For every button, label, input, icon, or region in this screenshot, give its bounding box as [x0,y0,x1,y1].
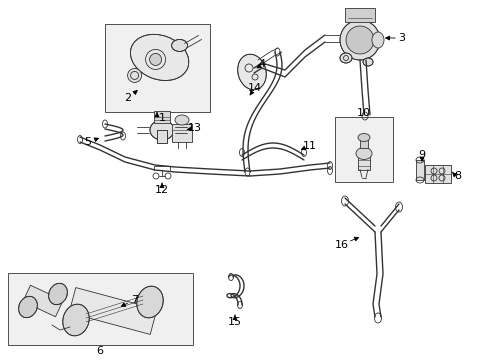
Ellipse shape [339,53,351,63]
Ellipse shape [150,120,174,140]
Text: 6: 6 [96,346,103,356]
Bar [359,138,367,148]
Text: 13: 13 [187,123,202,133]
Text: 2: 2 [124,93,131,103]
Bar [157,130,167,143]
Text: 4: 4 [258,59,265,69]
Bar [154,111,170,123]
Text: 8: 8 [453,171,461,181]
Ellipse shape [62,304,89,336]
Ellipse shape [171,40,187,51]
Circle shape [149,53,161,66]
Text: 1: 1 [158,113,165,123]
Text: 16: 16 [334,240,348,250]
Text: 9: 9 [418,150,425,160]
Text: 15: 15 [227,317,242,327]
Polygon shape [23,285,63,317]
Text: 5: 5 [84,137,91,147]
Ellipse shape [355,148,371,159]
Ellipse shape [237,54,266,90]
Polygon shape [69,288,157,334]
Text: 14: 14 [247,83,262,93]
Bar [345,8,374,22]
Ellipse shape [357,134,369,141]
Text: 10: 10 [356,108,370,118]
Ellipse shape [362,58,372,66]
Ellipse shape [371,32,383,48]
Bar [415,160,423,180]
Ellipse shape [339,20,379,60]
Ellipse shape [19,296,37,318]
Text: 12: 12 [155,185,169,195]
Bar [172,124,192,142]
Ellipse shape [137,286,163,318]
Bar [105,24,209,112]
Ellipse shape [346,26,373,54]
Text: 7: 7 [131,295,138,305]
Ellipse shape [175,115,189,125]
Ellipse shape [48,283,67,305]
Text: 3: 3 [398,33,405,43]
Bar [424,165,450,183]
Bar [334,117,392,182]
Bar [8,273,193,345]
Bar [357,153,369,170]
Ellipse shape [130,34,188,81]
Text: 11: 11 [303,141,316,151]
Circle shape [127,68,142,82]
